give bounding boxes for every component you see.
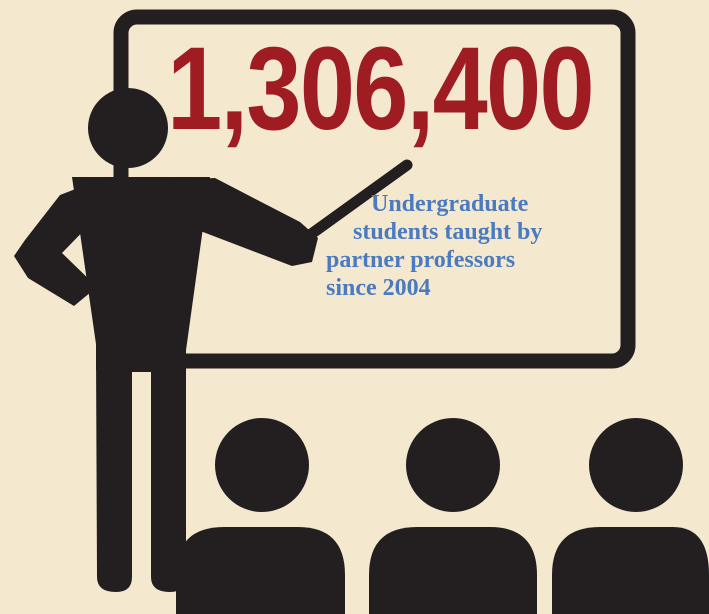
caption-line-1: Undergraduate (371, 191, 529, 217)
student-icon (552, 418, 709, 614)
student-icon (369, 418, 537, 614)
caption-line-2: students taught by (353, 219, 543, 245)
pointer-icon (290, 159, 413, 251)
caption: Undergraduate students taught by partner… (326, 190, 616, 302)
caption-line-4: since 2004 (326, 275, 431, 301)
students-count: 1,306,400 (167, 23, 595, 155)
teacher-figure-icon (14, 88, 318, 592)
caption-line-3: partner professors (326, 247, 516, 273)
student-icon (176, 418, 345, 614)
